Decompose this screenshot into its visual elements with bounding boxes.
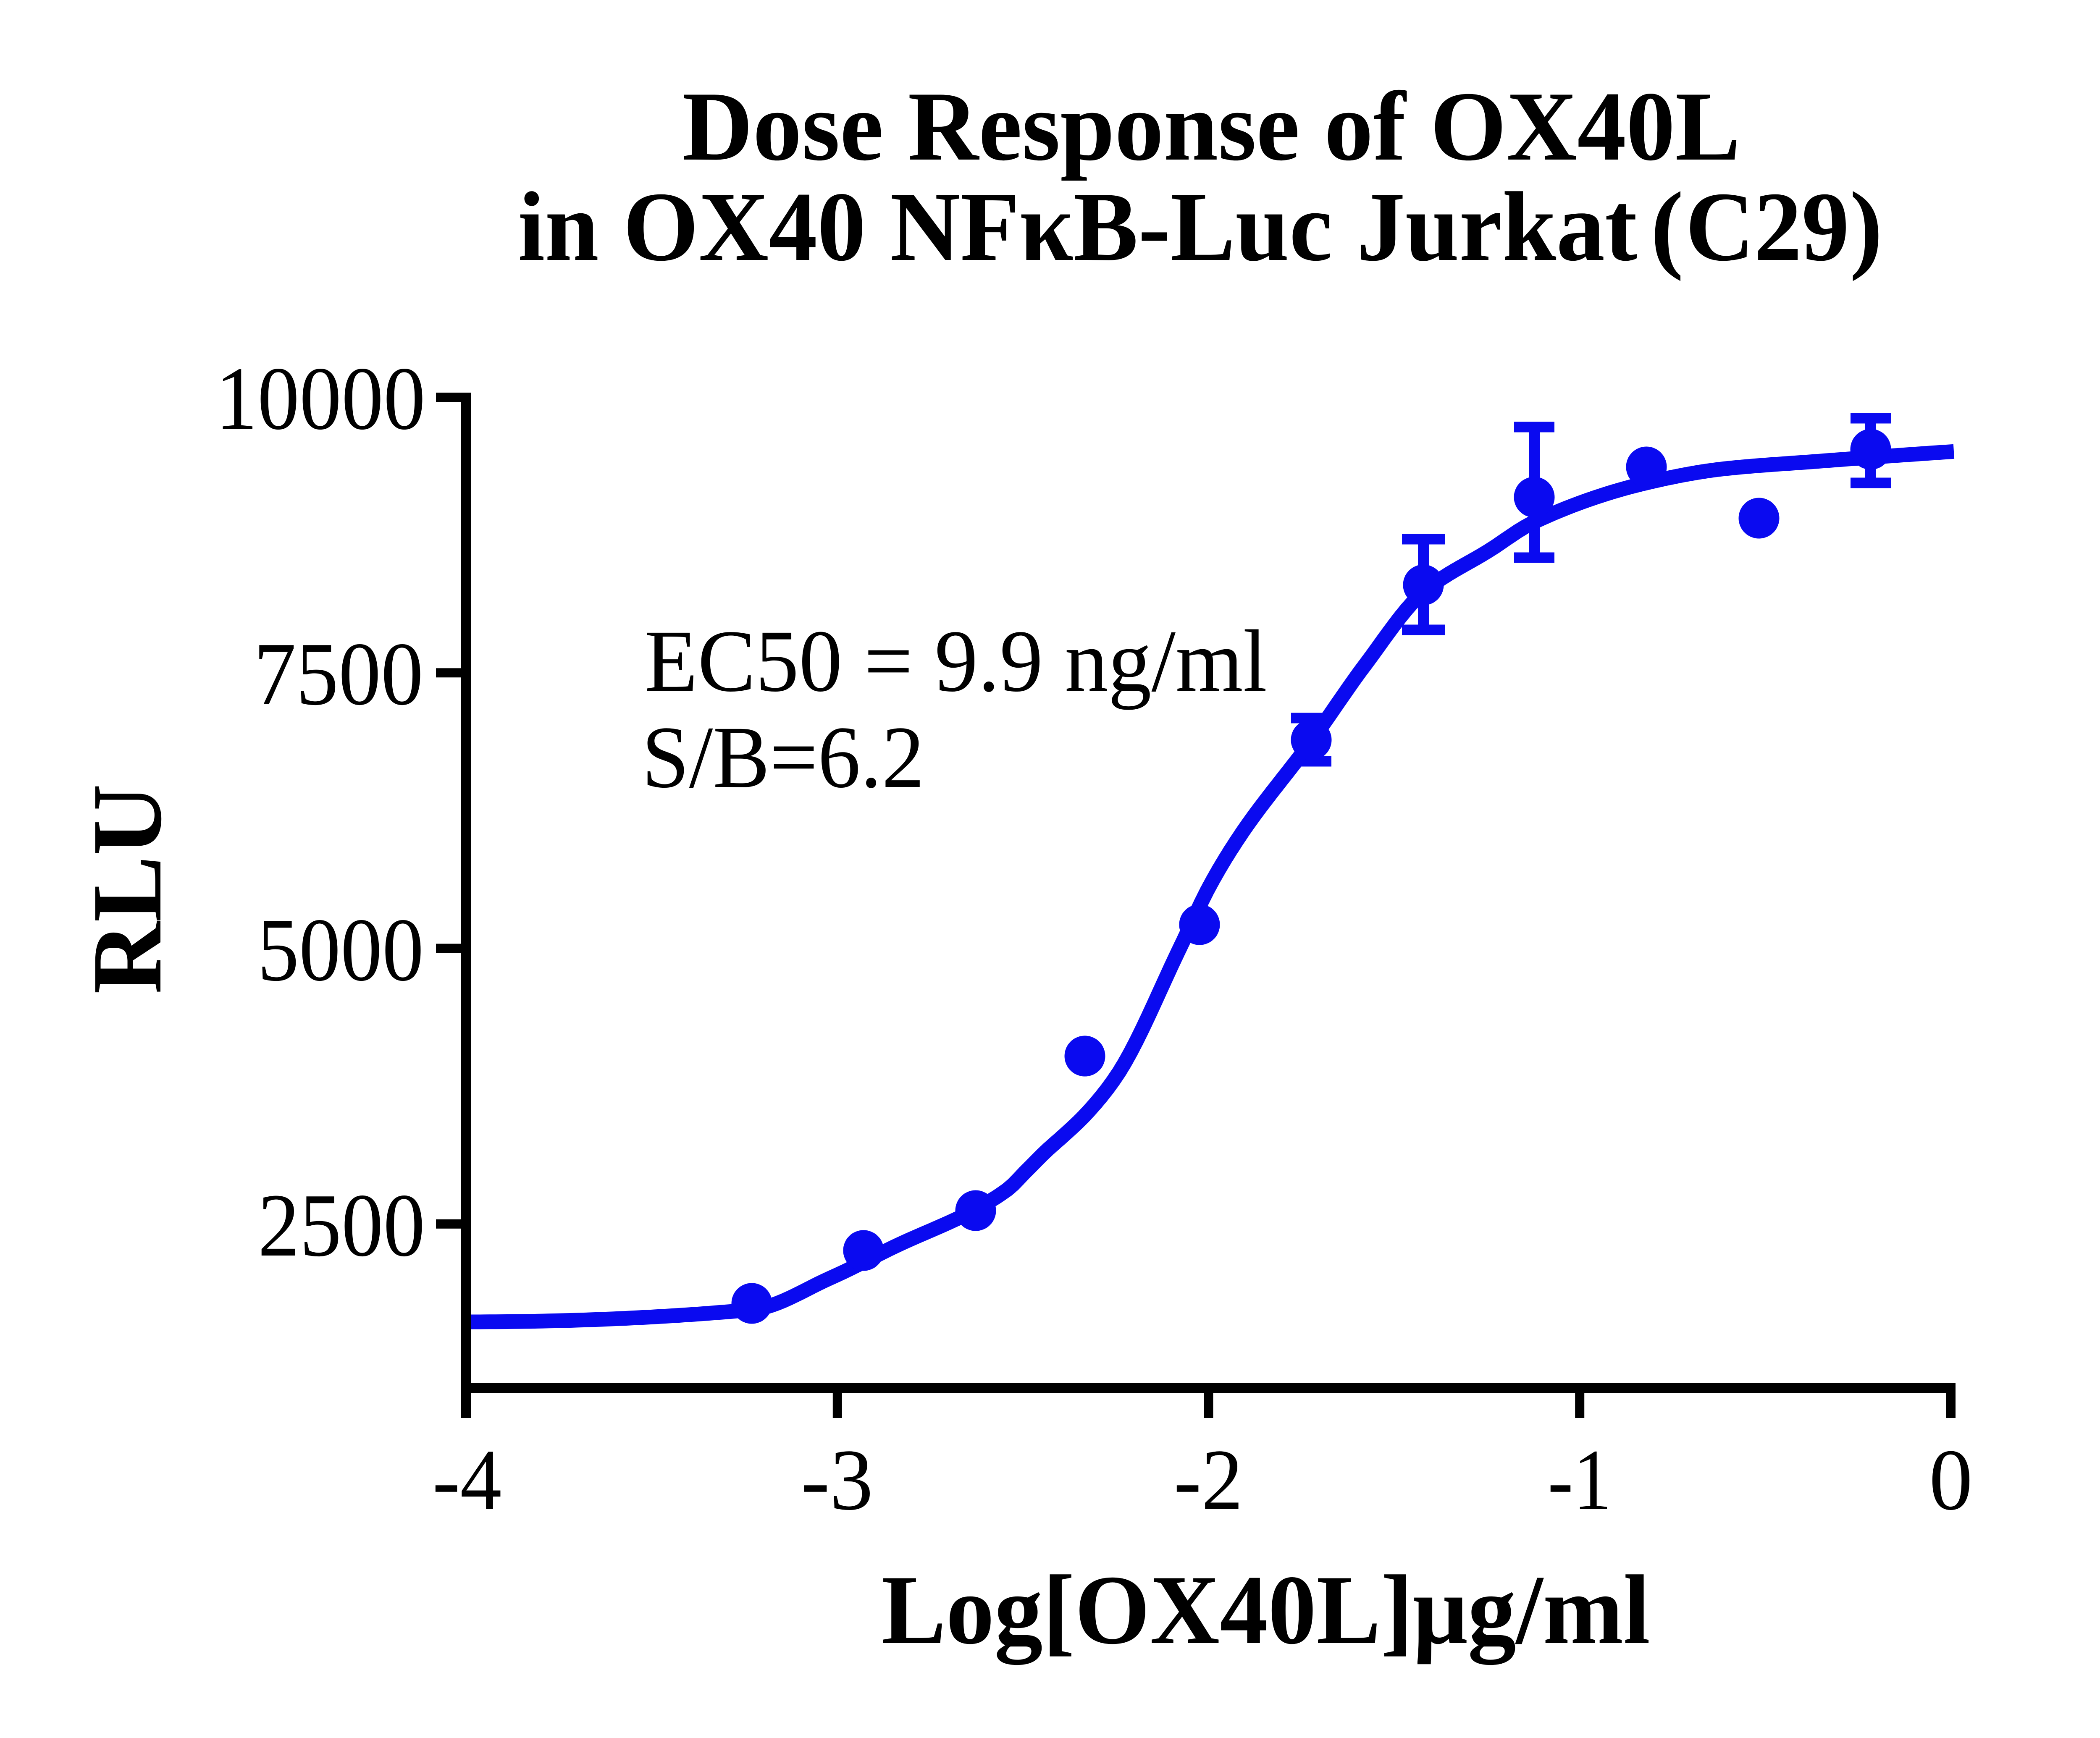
svg-text:-1: -1 [1548,1431,1612,1528]
svg-text:-4: -4 [433,1431,502,1528]
svg-text:RLU: RLU [72,784,182,994]
svg-text:-2: -2 [1174,1431,1243,1528]
svg-text:Log[OX40L]μg/ml: Log[OX40L]μg/ml [882,1555,1650,1665]
svg-text:2500: 2500 [258,1175,425,1275]
svg-text:0: 0 [1929,1431,1973,1528]
svg-text:5000: 5000 [257,899,424,1000]
svg-text:10000: 10000 [215,348,425,448]
svg-text:C29: C29 [1685,172,1849,282]
svg-text:): ) [1850,172,1883,282]
svg-text:in OX40 NFκB-Luc Jurkat: in OX40 NFκB-Luc Jurkat [518,172,1637,282]
svg-text:(: ( [1651,172,1684,282]
svg-text:-3: -3 [801,1431,873,1528]
svg-text:S/B=6.2: S/B=6.2 [642,708,924,806]
svg-text:EC50 = 9.9 ng/ml: EC50 = 9.9 ng/ml [645,612,1267,710]
svg-text:Dose Response of OX40L: Dose Response of OX40L [682,72,1740,181]
svg-text:7500: 7500 [254,624,423,724]
